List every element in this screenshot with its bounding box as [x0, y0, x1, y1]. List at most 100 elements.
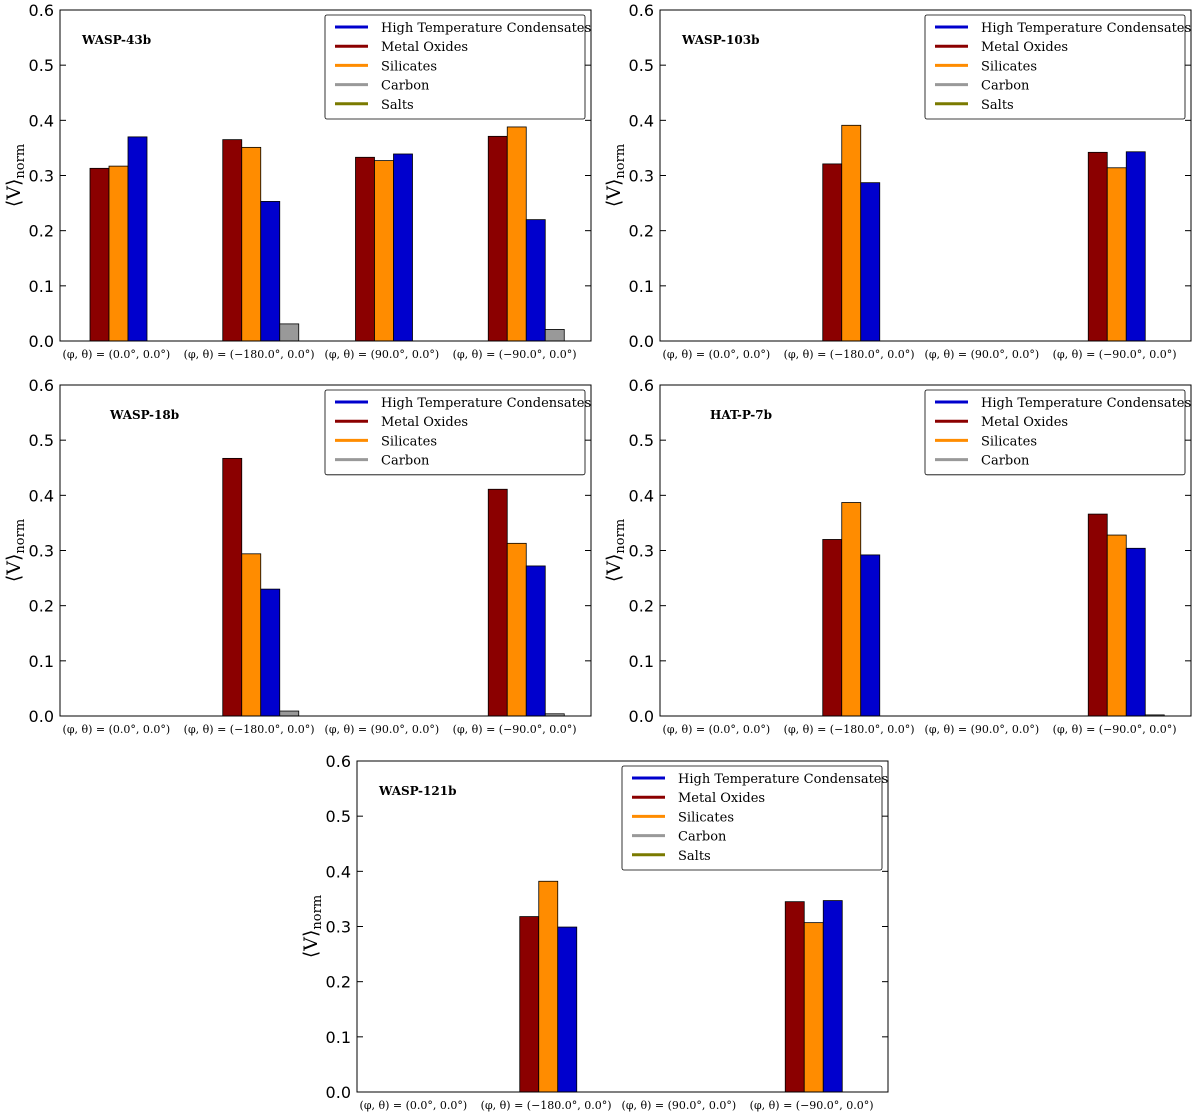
y-tick-label: 0.1	[629, 652, 654, 671]
y-tick-label: 0.1	[629, 277, 654, 296]
bar-silicates-3	[506, 126, 527, 342]
bar-silicates-2	[374, 160, 394, 342]
legend-box	[324, 389, 586, 476]
x-category-label: (φ, θ) = (0.0°, 0.0°)	[360, 1099, 468, 1112]
legend: High Temperature Condensates Metal Oxides…	[324, 389, 591, 476]
y-axis-label: ⟨V⟩norm	[3, 144, 28, 207]
bar-silicates-3	[803, 922, 824, 1093]
y-tick-label: 0.4	[29, 486, 54, 505]
legend-label-metal-oxides: Metal Oxides	[381, 415, 468, 430]
legend-label-salts: Salts	[678, 849, 711, 864]
y-tick-label: 0.3	[29, 542, 54, 561]
y-tick-label: 0.4	[326, 862, 351, 881]
legend-label-high-temperature-condensates: High Temperature Condensates	[381, 21, 591, 36]
legend-label-salts: Salts	[381, 98, 414, 113]
x-category-label: (φ, θ) = (0.0°, 0.0°)	[63, 723, 171, 736]
bar-metal-oxides-2	[355, 156, 375, 342]
bar-metal-oxides-3	[1087, 151, 1108, 342]
y-tick-label: 0.6	[629, 1, 654, 20]
legend-box	[924, 389, 1186, 476]
x-category-label: (φ, θ) = (0.0°, 0.0°)	[63, 348, 171, 361]
chart-panel-wasp-18b: 0.0 0.1 0.2 0.3 0.4 0.5 0.6 (φ, θ) = (0.0°, 0.0…	[3, 376, 592, 736]
panel-title: WASP-18b	[109, 408, 179, 422]
x-category-label: (φ, θ) = (−90.0°, 0.0°)	[1053, 348, 1177, 361]
bar-high-temperature-condensates-1	[557, 926, 578, 1093]
y-tick-label: 0.4	[629, 111, 654, 130]
y-tick-label: 0.2	[29, 222, 54, 241]
y-axis-label: ⟨V⟩norm	[603, 519, 628, 582]
legend-label-metal-oxides: Metal Oxides	[981, 415, 1068, 430]
bar-metal-oxides-3	[487, 488, 508, 717]
bar-high-temperature-condensates-1	[260, 588, 281, 717]
x-category-label: (φ, θ) = (−180.0°, 0.0°)	[184, 723, 315, 736]
y-tick-label: 0.0	[29, 332, 54, 351]
bars	[222, 457, 565, 717]
y-tick-label: 0.3	[629, 542, 654, 561]
y-tick-label: 0.6	[629, 376, 654, 395]
y-tick-label: 0.2	[29, 597, 54, 616]
legend: High Temperature Condensates Metal Oxides…	[621, 765, 888, 871]
bar-silicates-3	[506, 542, 527, 717]
y-axis-label-main: ⟨V⟩	[3, 179, 25, 208]
y-axis-label-subscript: norm	[13, 144, 28, 179]
legend: High Temperature Condensates Metal Oxides…	[924, 389, 1191, 476]
bar-metal-oxides-1	[822, 163, 843, 342]
chart-panel-wasp-103b: 0.0 0.1 0.2 0.3 0.4 0.5 0.6 (φ, θ) = (0.0°, 0.0…	[603, 1, 1192, 361]
bar-silicates-3	[1106, 534, 1127, 717]
y-tick-label: 0.2	[629, 597, 654, 616]
y-tick-label: 0.6	[29, 376, 54, 395]
legend-label-silicates: Silicates	[678, 810, 734, 825]
bars	[822, 502, 1165, 717]
bar-high-temperature-condensates-0	[127, 136, 148, 342]
bar-high-temperature-condensates-3	[1125, 151, 1146, 342]
bar-silicates-3	[1106, 167, 1127, 342]
bar-metal-oxides-3	[487, 135, 508, 342]
legend: High Temperature Condensates Metal Oxides…	[324, 14, 591, 120]
y-axis-label-subscript: norm	[613, 519, 628, 554]
bar-high-temperature-condensates-1	[260, 201, 281, 342]
bar-metal-oxides-3	[1087, 513, 1108, 717]
y-tick-label: 0.1	[326, 1028, 351, 1047]
legend-box	[924, 14, 1186, 120]
legend-label-salts: Salts	[981, 98, 1014, 113]
panel-title: HAT-P-7b	[710, 408, 772, 422]
bar-high-temperature-condensates-3	[822, 900, 843, 1093]
y-tick-label: 0.1	[29, 652, 54, 671]
x-category-label: (φ, θ) = (−180.0°, 0.0°)	[481, 1099, 612, 1112]
y-axis-label: ⟨V⟩norm	[603, 144, 628, 207]
legend-box	[324, 14, 586, 120]
y-axis-label: ⟨V⟩norm	[3, 519, 28, 582]
x-category-label: (φ, θ) = (−180.0°, 0.0°)	[784, 723, 915, 736]
bar-carbon-1	[279, 710, 300, 717]
bar-silicates-0	[108, 165, 129, 342]
y-axis-label-subscript: norm	[13, 519, 28, 554]
x-category-label: (φ, θ) = (−90.0°, 0.0°)	[1053, 723, 1177, 736]
x-category-label: (φ, θ) = (90.0°, 0.0°)	[622, 1099, 737, 1112]
bar-silicates-1	[841, 502, 862, 717]
panel-title: WASP-43b	[81, 33, 151, 47]
legend-label-carbon: Carbon	[981, 454, 1030, 469]
y-axis-label-main: ⟨V⟩	[300, 930, 322, 959]
panel-title: WASP-121b	[378, 784, 456, 798]
y-tick-label: 0.4	[29, 111, 54, 130]
x-category-label: (φ, θ) = (90.0°, 0.0°)	[325, 723, 440, 736]
bar-high-temperature-condensates-3	[525, 565, 546, 717]
x-category-label: (φ, θ) = (−90.0°, 0.0°)	[453, 348, 577, 361]
legend-label-carbon: Carbon	[678, 830, 727, 845]
x-category-label: (φ, θ) = (90.0°, 0.0°)	[925, 723, 1040, 736]
bars	[519, 880, 843, 1093]
y-tick-label: 0.5	[629, 56, 654, 75]
x-category-label: (φ, θ) = (90.0°, 0.0°)	[325, 348, 440, 361]
legend: High Temperature Condensates Metal Oxides…	[924, 14, 1191, 120]
legend-label-silicates: Silicates	[981, 59, 1037, 74]
bar-silicates-1	[538, 880, 559, 1093]
y-axis-label-subscript: norm	[613, 144, 628, 179]
legend-label-silicates: Silicates	[981, 434, 1037, 449]
y-axis-label-main: ⟨V⟩	[603, 554, 625, 583]
legend-label-silicates: Silicates	[381, 434, 437, 449]
bar-silicates-1	[841, 124, 862, 342]
y-tick-label: 0.2	[629, 222, 654, 241]
legend-label-high-temperature-condensates: High Temperature Condensates	[981, 21, 1191, 36]
x-category-label: (φ, θ) = (0.0°, 0.0°)	[663, 348, 771, 361]
y-tick-label: 0.0	[326, 1083, 351, 1102]
